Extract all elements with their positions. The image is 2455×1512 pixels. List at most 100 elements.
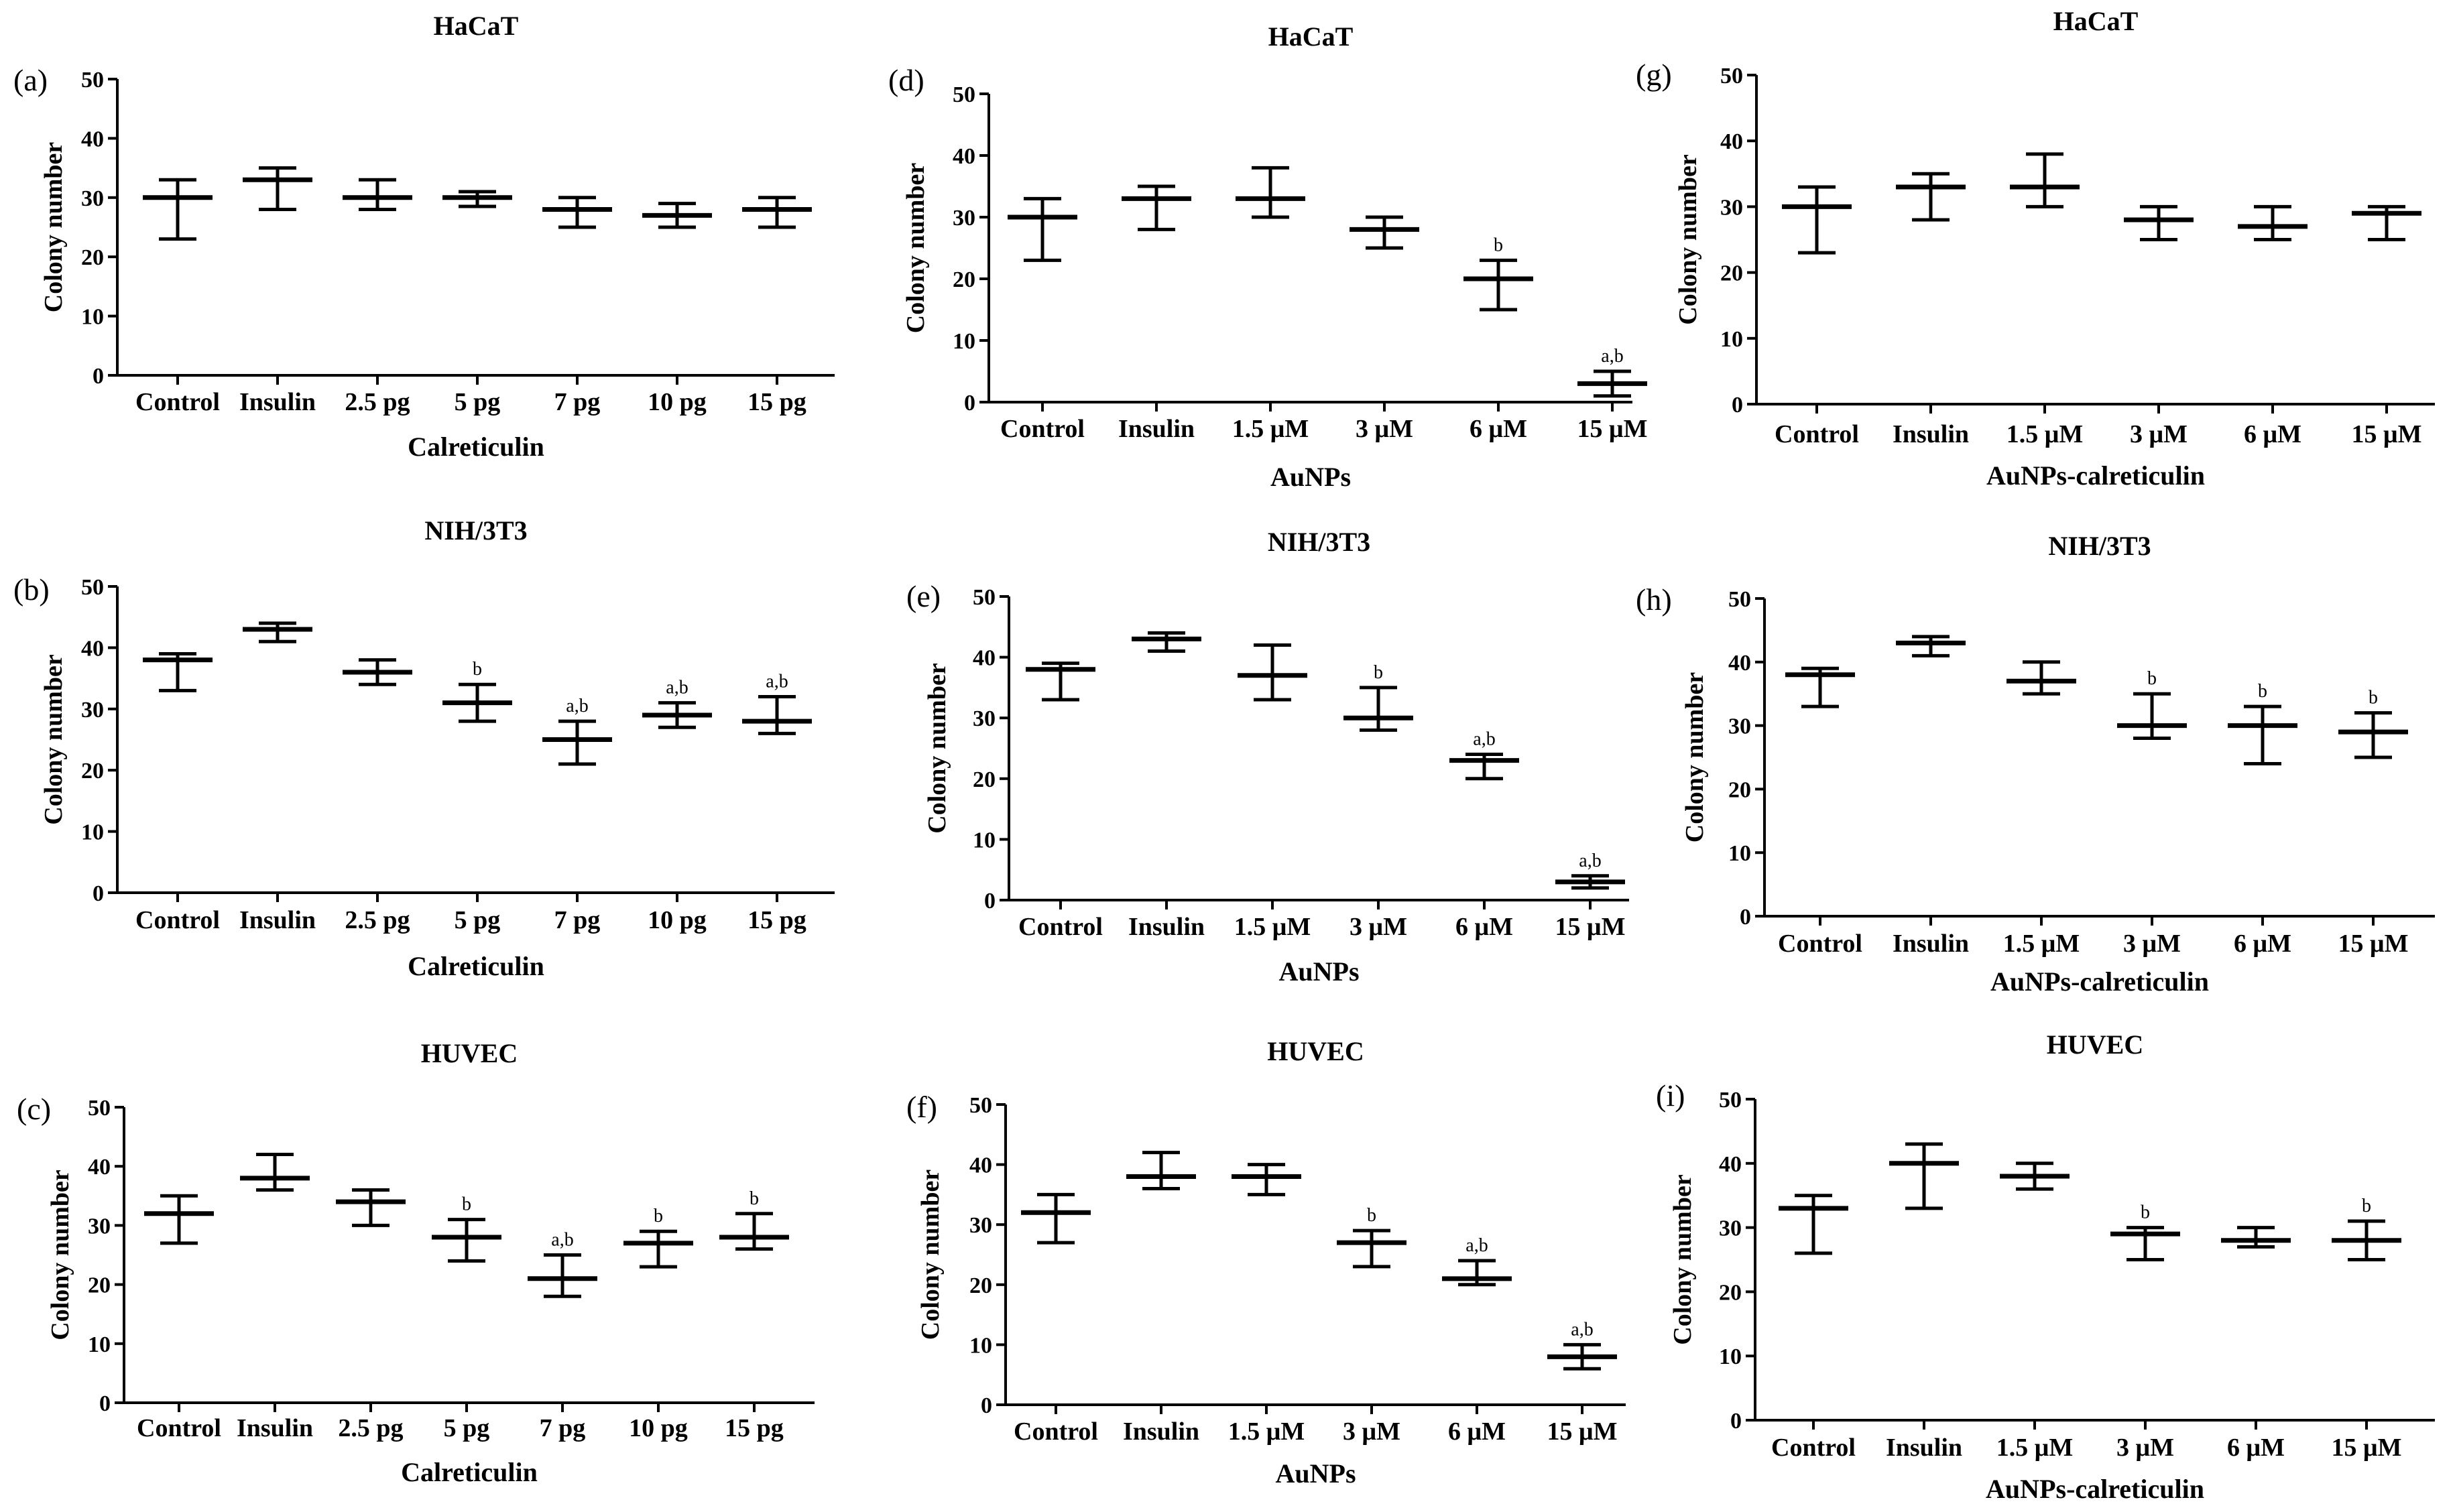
x-tick-label: 6 μM — [1470, 415, 1527, 443]
x-tick-label: 3 μM — [1343, 1418, 1400, 1446]
y-tick-label: 30 — [969, 1213, 992, 1238]
x-tick-label: Insulin — [1886, 1434, 1962, 1462]
significance-label: b — [654, 1206, 663, 1226]
y-tick-label: 40 — [973, 646, 996, 671]
y-tick-label: 50 — [88, 1096, 111, 1121]
x-tick-label: 1.5 μM — [1996, 1434, 2073, 1462]
panel-title: NIH/3T3 — [2048, 531, 2151, 561]
x-tick-label: 10 pg — [629, 1414, 688, 1442]
x-tick-label: Control — [1000, 415, 1085, 443]
panel-label: (d) — [888, 63, 924, 97]
x-tick-label: 10 pg — [648, 906, 707, 934]
x-axis-title: AuNPs — [1275, 1458, 1356, 1489]
x-tick-label: 2.5 pg — [345, 388, 410, 416]
significance-label: b — [2258, 681, 2267, 702]
x-tick-label: Control — [1018, 913, 1103, 941]
significance-label: b — [1374, 662, 1383, 683]
x-tick-label: 7 pg — [554, 906, 601, 934]
x-tick-label: 6 μM — [2227, 1434, 2285, 1462]
panel-g: 0 10 20 30 40 50 Control Insulin 1.5 μM 3 μM 6 μM 1… — [1636, 6, 2435, 491]
x-tick-label: 15 pg — [725, 1414, 784, 1442]
x-tick-label: Insulin — [1118, 415, 1195, 443]
x-tick-label: 5 pg — [444, 1414, 490, 1442]
y-tick-label: 40 — [953, 144, 975, 169]
x-tick-label: 2.5 pg — [345, 906, 410, 934]
significance-label: b — [2141, 1202, 2150, 1223]
x-axis-title: Calreticulin — [408, 432, 544, 462]
panel-i: 0 10 20 30 40 50 Control Insulin 1.5 μM 3 μM 6 μM 1… — [1656, 1029, 2435, 1504]
y-axis-title: Colony number — [46, 1170, 74, 1340]
significance-label: a,b — [666, 678, 688, 698]
significance-label: b — [473, 659, 482, 680]
y-tick-label: 20 — [88, 1273, 111, 1298]
x-tick-label: 5 pg — [455, 906, 501, 934]
y-tick-label: 0 — [964, 391, 975, 416]
x-tick-label: 1.5 μM — [1234, 913, 1311, 941]
x-tick-label: 10 pg — [648, 388, 707, 416]
y-tick-label: 40 — [81, 636, 104, 661]
panel-title: HaCaT — [2053, 6, 2139, 36]
x-tick-label: Insulin — [237, 1414, 313, 1442]
y-tick-label: 20 — [953, 267, 975, 292]
x-axis-title: Calreticulin — [408, 951, 544, 981]
y-tick-label: 0 — [1730, 1409, 1742, 1434]
y-tick-label: 50 — [973, 585, 996, 610]
x-tick-label: Control — [137, 1414, 221, 1442]
y-tick-label: 40 — [969, 1153, 992, 1178]
y-axis-title: Colony number — [916, 1170, 945, 1340]
y-tick-label: 30 — [953, 206, 975, 231]
significance-label: b — [1494, 235, 1503, 255]
panel-f: 0 10 20 30 40 50 Control Insulin 1.5 μM 3 μM 6 μM 1… — [906, 1036, 1626, 1489]
x-tick-label: 6 μM — [2244, 420, 2301, 448]
significance-label: b — [2147, 668, 2157, 689]
significance-label: a,b — [1465, 1235, 1488, 1256]
panel-label: (b) — [13, 572, 50, 607]
x-tick-label: Insulin — [239, 906, 316, 934]
y-tick-label: 0 — [984, 889, 996, 914]
panel-h: 0 10 20 30 40 50 Control Insulin 1.5 μM 3 μM 6 μM 1… — [1636, 531, 2435, 997]
significance-label: b — [2369, 688, 2378, 708]
x-tick-label: Insulin — [1123, 1418, 1199, 1446]
x-tick-label: 3 μM — [2123, 930, 2181, 958]
x-tick-label: Control — [135, 388, 220, 416]
x-tick-label: 15 μM — [2338, 930, 2409, 958]
y-tick-label: 10 — [81, 305, 104, 330]
y-tick-label: 40 — [1719, 1152, 1742, 1177]
panel-title: NIH/3T3 — [1268, 527, 1370, 557]
x-tick-label: Control — [1778, 930, 1862, 958]
y-tick-label: 30 — [1720, 195, 1743, 220]
panel-d: 0 10 20 30 40 50 Control Insulin 1.5 μM 3 μM 6 μM 1… — [888, 21, 1647, 492]
x-tick-label: Control — [1771, 1434, 1856, 1462]
x-tick-label: 1.5 μM — [1228, 1418, 1305, 1446]
y-tick-label: 20 — [1720, 261, 1743, 286]
y-axis-title: Colony number — [1669, 1174, 1697, 1345]
y-tick-label: 10 — [1720, 327, 1743, 352]
panel-a: 0 10 20 30 40 50 Control Insulin 2.5 pg 5 pg 7 pg 1… — [13, 11, 835, 462]
significance-label: a,b — [1473, 729, 1495, 750]
x-tick-label: Insulin — [1893, 930, 1969, 958]
x-tick-label: 15 μM — [2332, 1434, 2402, 1462]
x-tick-label: 15 μM — [2352, 420, 2422, 448]
y-tick-label: 40 — [88, 1155, 111, 1180]
y-tick-label: 30 — [1728, 714, 1751, 739]
y-tick-label: 50 — [1720, 64, 1743, 88]
x-tick-label: 15 μM — [1577, 415, 1648, 443]
y-tick-label: 40 — [1720, 129, 1743, 154]
panel-title: NIH/3T3 — [424, 515, 527, 546]
x-tick-label: 15 pg — [747, 388, 806, 416]
y-axis-title: Colony number — [1674, 154, 1702, 325]
x-axis-title: AuNPs-calreticulin — [1986, 1474, 2204, 1504]
x-axis-title: AuNPs — [1278, 956, 1359, 987]
x-tick-label: Insulin — [239, 388, 316, 416]
significance-label: a,b — [551, 1230, 573, 1251]
x-tick-label: 1.5 μM — [2007, 420, 2083, 448]
y-tick-label: 40 — [1728, 651, 1751, 676]
panel-title: HUVEC — [1267, 1036, 1364, 1066]
y-axis-title: Colony number — [40, 654, 68, 825]
panel-label: (f) — [906, 1090, 937, 1124]
x-tick-label: 6 μM — [1448, 1418, 1506, 1446]
panel-label: (h) — [1636, 582, 1672, 617]
panel-label: (c) — [17, 1092, 51, 1126]
significance-label: a,b — [766, 672, 788, 692]
panel-title: HUVEC — [421, 1038, 518, 1068]
